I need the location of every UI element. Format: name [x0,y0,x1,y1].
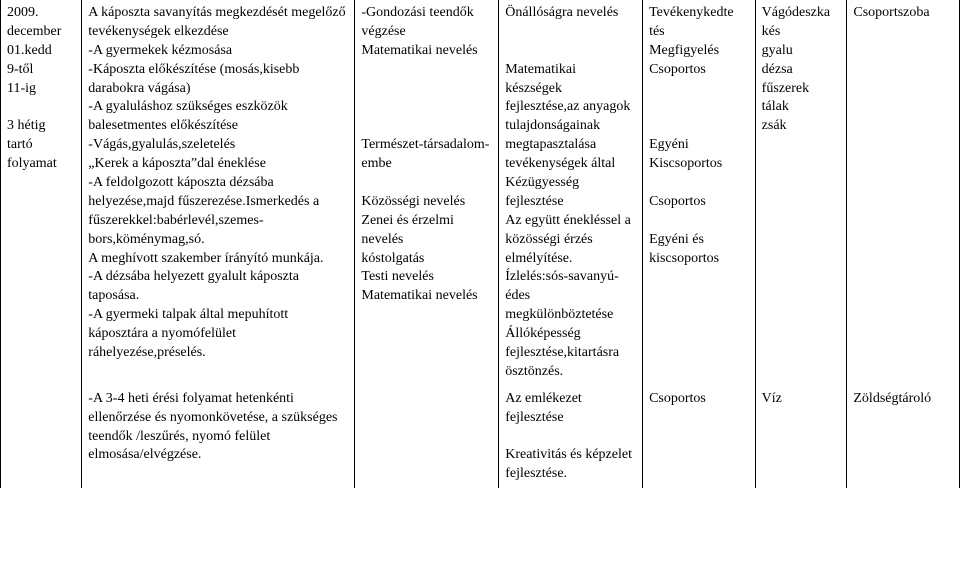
cell-method: Csoportos [643,386,756,488]
cell-method: TevékenykedtetésMegfigyelésCsoportosEgyé… [643,0,756,386]
cell-place: Zöldségtároló [847,386,960,488]
cell-place: Csoportszoba [847,0,960,386]
cell-area: -Gondozási teendők végzéseMatematikai ne… [355,0,499,386]
table-row: -A 3-4 heti érési folyamat hetenkénti el… [1,386,960,488]
cell-tools: Vágódeszkakésgyaludézsafűszerektálakzsák [755,0,847,386]
cell-date: 2009.december01.kedd9-től11-ig3 hétigtar… [1,0,82,386]
cell-activity: A káposzta savanyítás megkezdését megelő… [82,0,355,386]
schedule-table: 2009.december01.kedd9-től11-ig3 hétigtar… [0,0,960,488]
cell-area [355,386,499,488]
cell-activity: -A 3-4 heti érési folyamat hetenkénti el… [82,386,355,488]
cell-goal: Az emlékezet fejlesztéseKreativitás és k… [499,386,643,488]
cell-date [1,386,82,488]
table-row: 2009.december01.kedd9-től11-ig3 hétigtar… [1,0,960,386]
cell-goal: Önállóságra nevelésMatematikai készségek… [499,0,643,386]
cell-tools: Víz [755,386,847,488]
page: 2009.december01.kedd9-től11-ig3 hétigtar… [0,0,960,587]
